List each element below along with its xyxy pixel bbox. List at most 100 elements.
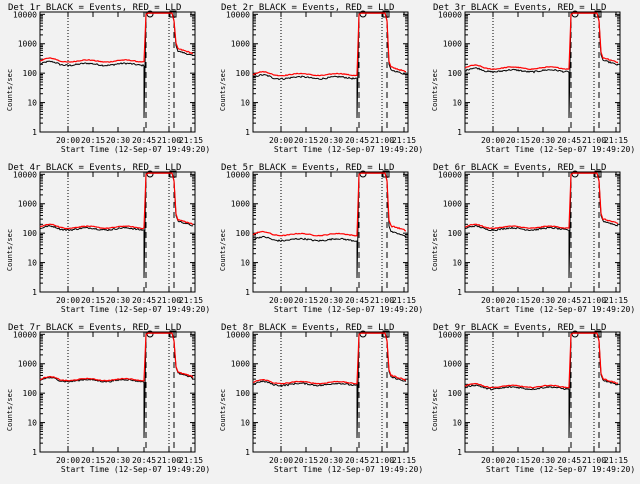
x-tick-label: 21:00 — [582, 296, 606, 305]
x-tick-label: 21:00 — [370, 296, 394, 305]
x-tick-label: 20:15 — [81, 136, 105, 145]
x-tick-label: 20:45 — [132, 456, 156, 465]
y-tick-label: 1 — [245, 128, 250, 137]
lld-series-line — [464, 332, 619, 389]
y-tick-label: 1 — [32, 288, 37, 297]
x-tick-label: 20:00 — [56, 296, 80, 305]
panel-9: Det 9r BLACK = Events, RED = LLD 1 10 100 10… — [431, 323, 635, 474]
x-axis-label: Start Time (12-Sep-07 19:49:20) — [486, 305, 635, 314]
y-tick-label: 1000 — [231, 40, 250, 49]
x-tick-label: 21:15 — [604, 296, 628, 305]
plot-frame — [252, 11, 409, 133]
x-tick-label: 20:15 — [294, 136, 318, 145]
x-tick-label: 20:00 — [56, 136, 80, 145]
x-axis-label: Start Time (12-Sep-07 19:49:20) — [274, 305, 423, 314]
panel-8: Det 8r BLACK = Events, RED = LLD 1 10 100 10… — [219, 323, 423, 474]
panel-2: Det 2r BLACK = Events, RED = LLD 1 10 100 10… — [219, 3, 423, 154]
x-tick-label: 21:15 — [604, 136, 628, 145]
y-tick-label: 10 — [27, 99, 37, 108]
y-tick-label: 100 — [448, 389, 463, 398]
y-tick-label: 1 — [245, 448, 250, 457]
y-tick-label: 1000 — [18, 360, 37, 369]
y-tick-label: 1 — [457, 448, 462, 457]
x-tick-label: 20:30 — [319, 136, 343, 145]
y-axis-label: Counts/sec — [6, 69, 14, 111]
x-tick-label: 21:15 — [604, 456, 628, 465]
plot-frame — [39, 171, 196, 293]
panel-title: Det 7r BLACK = Events, RED = LLD — [8, 323, 181, 333]
y-tick-label: 10000 — [13, 330, 37, 339]
x-tick-label: 20:45 — [557, 296, 581, 305]
x-tick-label: 20:15 — [506, 456, 530, 465]
y-tick-label: 10 — [240, 419, 250, 428]
y-tick-label: 1000 — [231, 200, 250, 209]
x-tick-label: 20:00 — [269, 296, 293, 305]
x-axis-label: Start Time (12-Sep-07 19:49:20) — [61, 145, 210, 154]
y-tick-label: 10 — [27, 419, 37, 428]
y-tick-label: 10000 — [438, 330, 462, 339]
x-tick-label: 21:00 — [582, 136, 606, 145]
lld-series-line — [39, 172, 194, 230]
panel-5: Det 5r BLACK = Events, RED = LLD 1 10 100 10… — [219, 163, 423, 314]
plot-frame — [252, 331, 409, 453]
x-tick-label: 20:15 — [506, 296, 530, 305]
panel-3: Det 3r BLACK = Events, RED = LLD 1 10 100 10… — [431, 3, 635, 154]
x-axis-label: Start Time (12-Sep-07 19:49:20) — [486, 145, 635, 154]
lld-series-line — [39, 12, 194, 63]
x-tick-label: 20:15 — [81, 296, 105, 305]
x-tick-label: 20:45 — [345, 136, 369, 145]
x-axis-label: Start Time (12-Sep-07 19:49:20) — [274, 465, 423, 474]
x-tick-label: 20:30 — [319, 296, 343, 305]
events-series-line — [464, 332, 619, 439]
x-tick-label: 20:00 — [269, 456, 293, 465]
y-tick-label: 10 — [452, 259, 462, 268]
panel-4: Det 4r BLACK = Events, RED = LLD 1 10 100 10… — [6, 163, 210, 314]
y-tick-label: 1000 — [18, 200, 37, 209]
y-tick-label: 10000 — [13, 10, 37, 19]
y-tick-label: 1 — [245, 288, 250, 297]
y-tick-label: 10 — [452, 99, 462, 108]
x-tick-label: 20:15 — [506, 136, 530, 145]
events-series-line — [252, 172, 407, 279]
panel-title: Det 2r BLACK = Events, RED = LLD — [221, 3, 394, 13]
y-axis-label: Counts/sec — [6, 389, 14, 431]
x-tick-label: 20:15 — [81, 456, 105, 465]
y-tick-label: 100 — [236, 389, 251, 398]
panel-title: Det 1r BLACK = Events, RED = LLD — [8, 3, 181, 13]
panel-title: Det 9r BLACK = Events, RED = LLD — [433, 323, 606, 333]
lld-series-line — [464, 12, 618, 70]
x-tick-label: 20:30 — [531, 456, 555, 465]
panel-title: Det 3r BLACK = Events, RED = LLD — [433, 3, 606, 13]
lld-series-line — [252, 12, 406, 77]
y-tick-label: 1000 — [231, 360, 250, 369]
plot-frame — [39, 11, 196, 133]
panel-title: Det 6r BLACK = Events, RED = LLD — [433, 163, 606, 173]
y-axis-label: Counts/sec — [6, 229, 14, 271]
plot-frame — [464, 11, 621, 133]
x-tick-label: 20:45 — [557, 456, 581, 465]
panel-title: Det 5r BLACK = Events, RED = LLD — [221, 163, 394, 173]
y-tick-label: 100 — [448, 69, 463, 78]
x-tick-label: 20:00 — [481, 136, 505, 145]
panel-1: Det 1r BLACK = Events, RED = LLD 1 10 100 10… — [6, 3, 210, 154]
events-series-line — [40, 12, 194, 119]
y-tick-label: 1 — [32, 448, 37, 457]
y-tick-label: 100 — [448, 229, 463, 238]
x-tick-label: 21:00 — [370, 456, 394, 465]
y-tick-label: 1 — [457, 128, 462, 137]
x-tick-label: 20:30 — [106, 456, 130, 465]
y-tick-label: 1000 — [443, 360, 462, 369]
x-tick-label: 21:15 — [392, 136, 416, 145]
x-tick-label: 20:45 — [345, 456, 369, 465]
y-tick-label: 10 — [27, 259, 37, 268]
y-tick-label: 10000 — [226, 10, 250, 19]
lld-series-line — [39, 332, 194, 382]
y-tick-label: 1000 — [443, 200, 462, 209]
events-series-line — [39, 172, 194, 279]
y-axis-label: Counts/sec — [431, 229, 439, 271]
x-axis-label: Start Time (12-Sep-07 19:49:20) — [486, 465, 635, 474]
y-axis-label: Counts/sec — [219, 69, 227, 111]
x-tick-label: 21:00 — [370, 136, 394, 145]
x-tick-label: 20:00 — [269, 136, 293, 145]
x-tick-label: 21:15 — [179, 136, 203, 145]
